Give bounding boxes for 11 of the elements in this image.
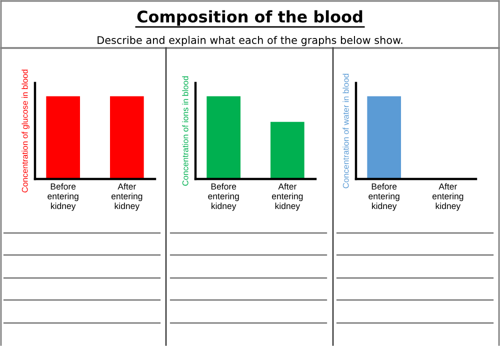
x-tick-label: Before entering kidney	[48, 183, 78, 211]
y-axis-title: Concentration of ions in blood	[182, 76, 188, 186]
x-tick-label: After entering kidney	[272, 183, 303, 211]
y-axis-title: Concentration of water in blood	[342, 74, 349, 188]
chart-subtitle: Describe and explain what each of the graphs below show.	[98, 36, 402, 46]
x-tick-label: After entering kidney	[432, 183, 464, 211]
chart-title: Composition of the blood	[137, 10, 362, 26]
x-tick-label: Before entering kidney	[208, 183, 239, 211]
x-tick-label: After entering kidney	[111, 183, 142, 211]
x-tick-label: Before entering kidney	[368, 183, 400, 211]
y-axis-title: Concentration of glucose in blood	[22, 70, 30, 192]
